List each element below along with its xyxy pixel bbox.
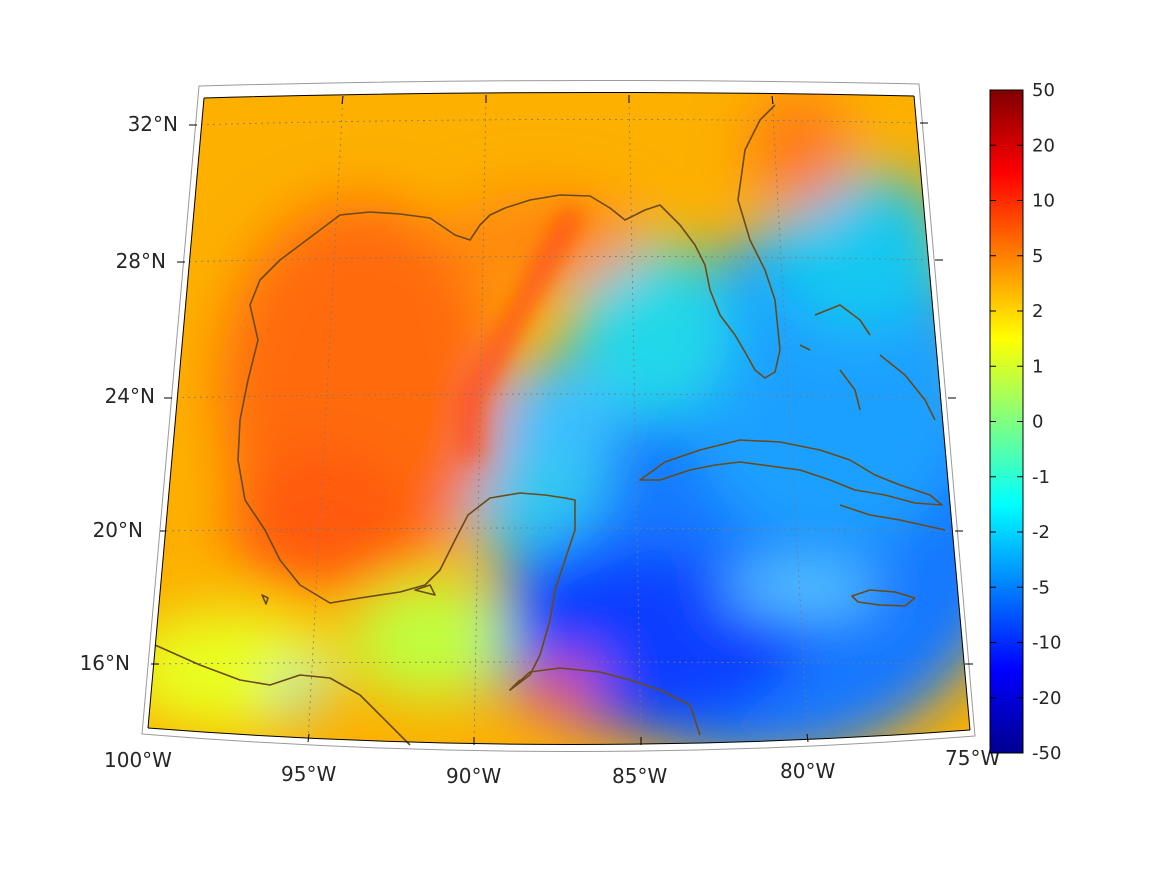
colorbar-tick-label: -1	[1032, 467, 1050, 488]
colorbar-tick-label: -20	[1032, 688, 1061, 709]
bahamas-outline	[799, 304, 936, 421]
colorbar-tick-label: 0	[1032, 412, 1043, 433]
colorbar-tick-label: 20	[1032, 135, 1055, 156]
lon-label-90w: 90°W	[446, 764, 501, 788]
colorbar-tick-label: -50	[1032, 743, 1061, 764]
hispaniola-outline	[839, 504, 946, 531]
colorbar-tick-label: -2	[1032, 522, 1050, 543]
lat-label-24n: 24°N	[105, 384, 155, 408]
lat-label-16n: 16°N	[80, 651, 130, 675]
honduras-coastline	[509, 667, 701, 736]
colorbar-tick-label: 2	[1032, 301, 1043, 322]
map-outer-frame	[141, 79, 976, 753]
map-tick-marks	[151, 95, 973, 745]
colorbar-tick-label: 5	[1032, 246, 1043, 267]
lon-label-95w: 95°W	[281, 762, 336, 786]
us-gulf-coastline	[319, 104, 781, 379]
map-frame	[147, 91, 971, 746]
lat-label-32n: 32°N	[128, 112, 178, 136]
lat-label-28n: 28°N	[116, 249, 166, 273]
colorbar-tick-label: 1	[1032, 356, 1043, 377]
cuba-outline	[639, 439, 943, 506]
jamaica-outline	[851, 589, 916, 607]
colorbar-tick-label: 10	[1032, 191, 1055, 212]
lat-label-20n: 20°N	[93, 518, 143, 542]
central-america-coastline	[154, 644, 411, 746]
colorbar-tick-label: -10	[1032, 633, 1061, 654]
data-field	[148, 92, 970, 745]
lon-label-85w: 85°W	[612, 764, 667, 788]
lon-label-80w: 80°W	[780, 759, 835, 783]
coastlines	[154, 104, 946, 746]
colorbar-tick-label: -5	[1032, 577, 1050, 598]
map-graticule	[150, 94, 966, 745]
lon-labels: 100°W 95°W 90°W 85°W 80°W 75°W	[104, 746, 1000, 788]
colorbar-tick-label: 50	[1032, 80, 1055, 101]
lon-label-100w: 100°W	[104, 748, 172, 772]
texas-mexico-coastline	[237, 229, 576, 691]
lat-labels: 32°N 28°N 24°N 20°N 16°N	[80, 112, 178, 675]
